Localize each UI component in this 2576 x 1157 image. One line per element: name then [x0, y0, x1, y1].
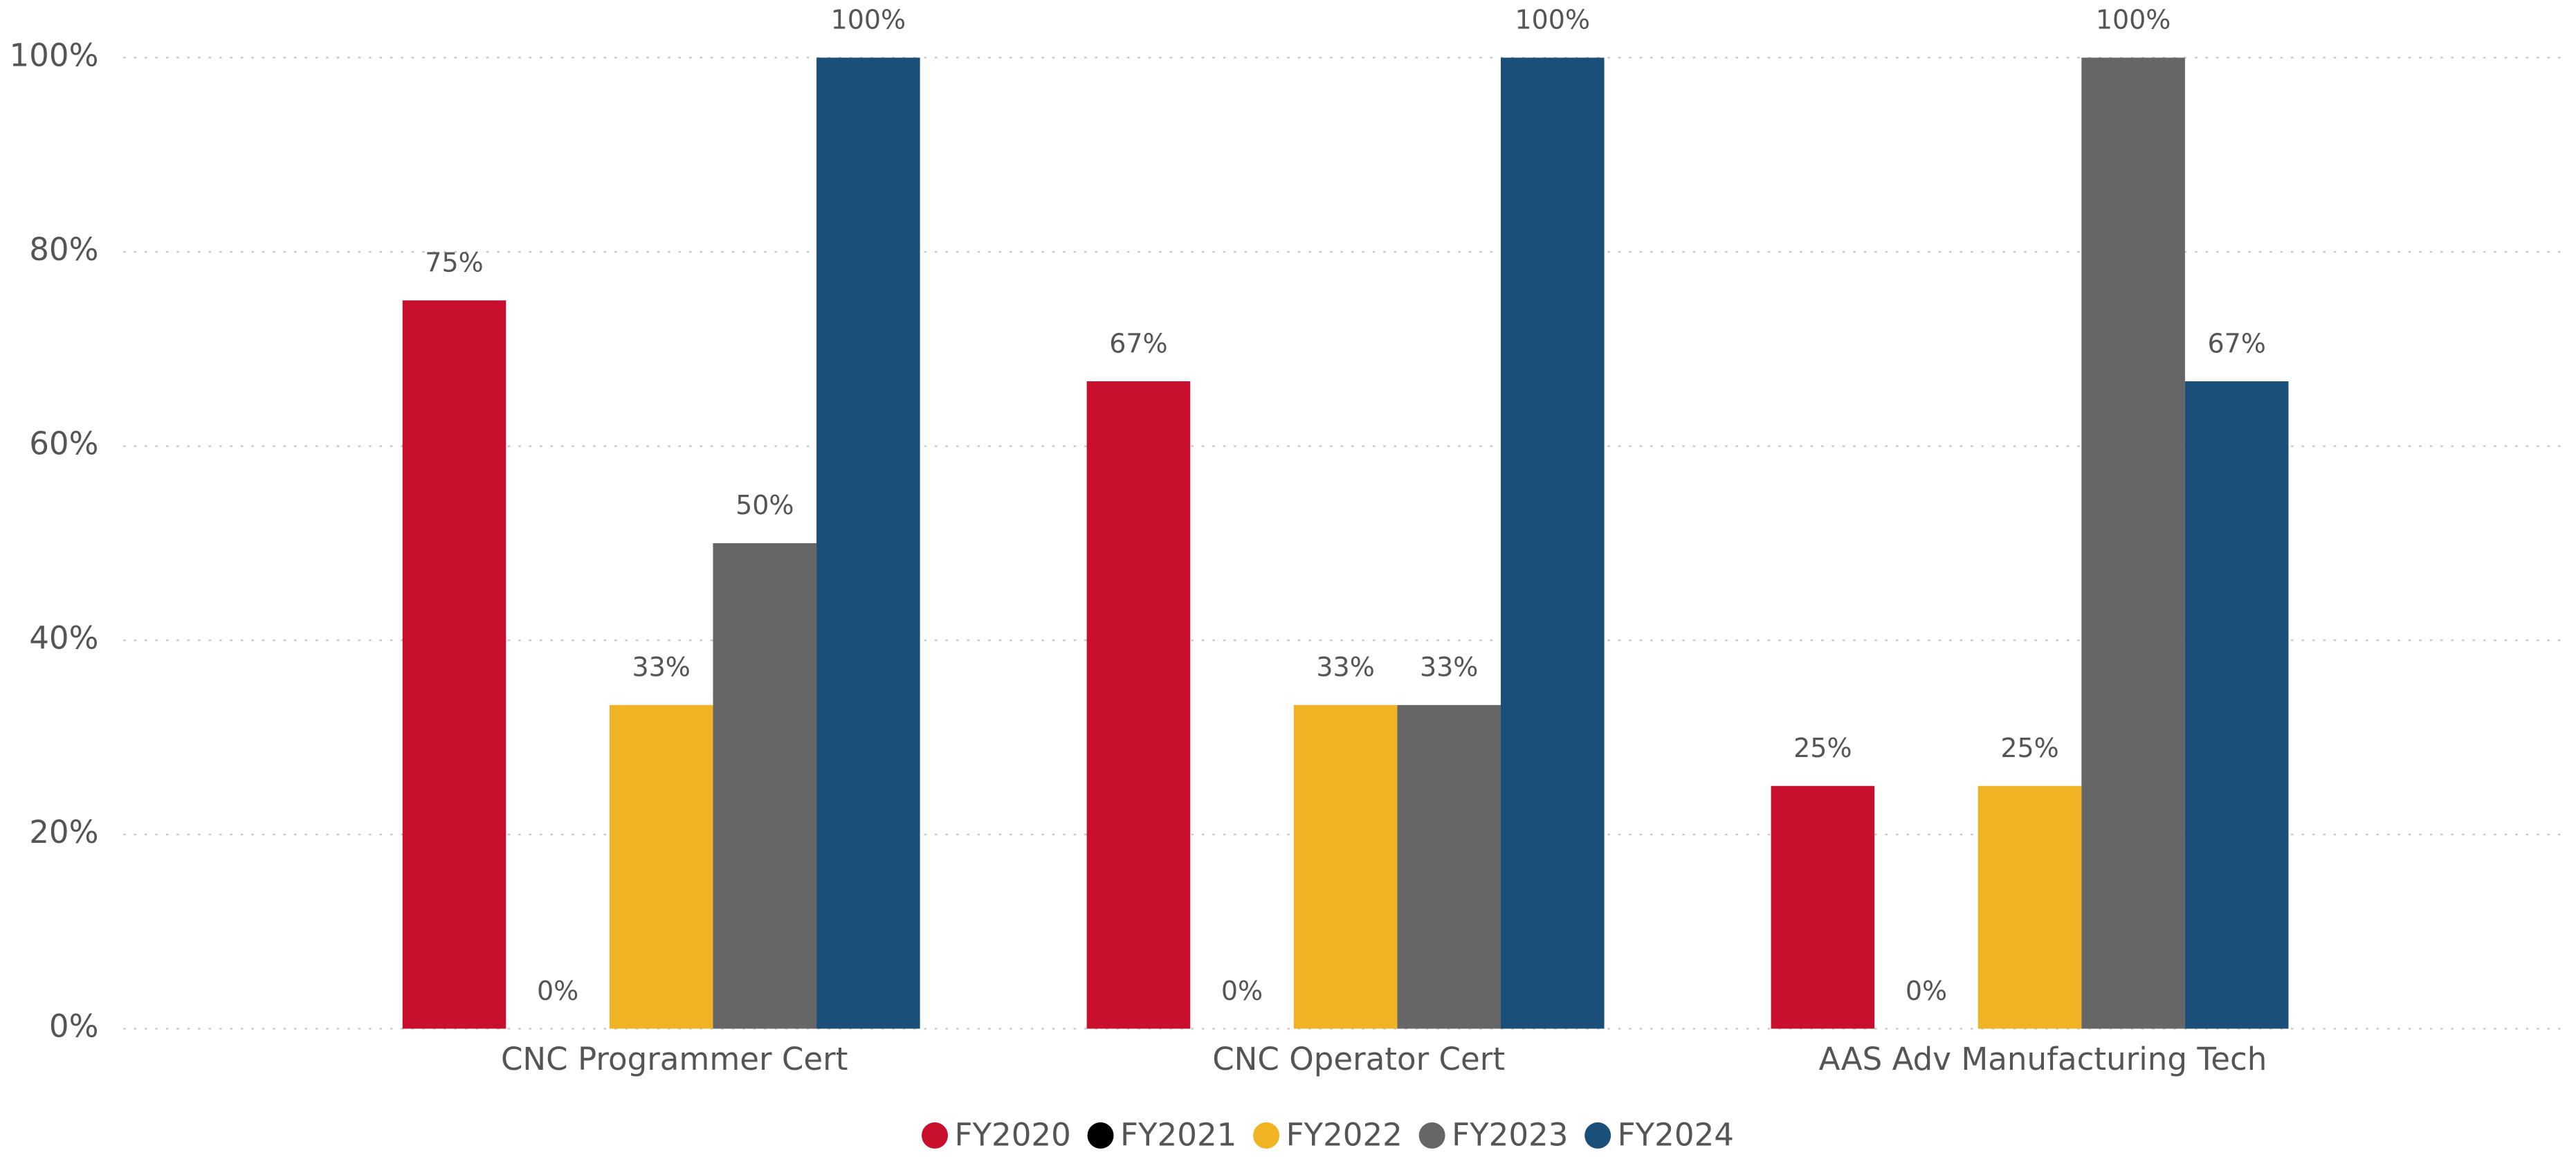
legend-marker: [1087, 1122, 1114, 1149]
legend-marker: [1418, 1122, 1445, 1149]
legend-marker: [1253, 1122, 1280, 1149]
legend-label: FY2024: [1618, 1116, 1734, 1153]
y-tick-label: 40%: [29, 619, 98, 656]
y-tick-label: 20%: [29, 814, 98, 850]
legend-label: FY2023: [1452, 1116, 1568, 1153]
data-label: 0%: [537, 976, 578, 1006]
data-label: 100%: [2096, 5, 2171, 35]
bar: [2184, 381, 2289, 1029]
data-label: 50%: [736, 490, 794, 520]
data-label: 0%: [1221, 976, 1263, 1006]
legend-label: FY2021: [1120, 1116, 1236, 1153]
x-tick-label: CNC Programmer Cert: [501, 1041, 848, 1077]
data-label: 67%: [1109, 328, 1167, 358]
x-tick-label: CNC Operator Cert: [1212, 1041, 1505, 1077]
bar: [816, 57, 920, 1029]
legend-label: FY2022: [1286, 1116, 1403, 1153]
data-label: 33%: [632, 652, 690, 682]
legend-marker: [1584, 1122, 1611, 1149]
bar: [1771, 785, 1875, 1029]
bar: [1086, 381, 1191, 1029]
bar: [1397, 704, 1501, 1029]
data-label: 33%: [1316, 652, 1374, 682]
bar: [402, 300, 506, 1029]
data-label: 100%: [831, 5, 906, 35]
bar: [1500, 57, 1605, 1029]
bar: [2081, 57, 2185, 1029]
data-label: 100%: [1515, 5, 1590, 35]
x-tick-label: AAS Adv Manufacturing Tech: [1819, 1041, 2267, 1077]
bar: [1293, 704, 1398, 1029]
data-label: 25%: [1793, 733, 1852, 763]
data-label: 75%: [425, 247, 483, 277]
y-tick-label: 100%: [9, 37, 98, 73]
data-label: 25%: [2000, 733, 2058, 763]
data-label: 33%: [1420, 652, 1478, 682]
legend-marker: [922, 1122, 949, 1149]
bar: [1977, 785, 2082, 1029]
y-tick-label: 0%: [49, 1008, 99, 1045]
legend-label: FY2020: [955, 1116, 1071, 1153]
y-tick-label: 60%: [29, 426, 98, 462]
data-label: 67%: [2207, 328, 2265, 358]
bar: [713, 543, 817, 1029]
bar: [609, 704, 713, 1029]
data-label: 0%: [1906, 976, 1947, 1006]
y-tick-label: 80%: [29, 231, 98, 268]
